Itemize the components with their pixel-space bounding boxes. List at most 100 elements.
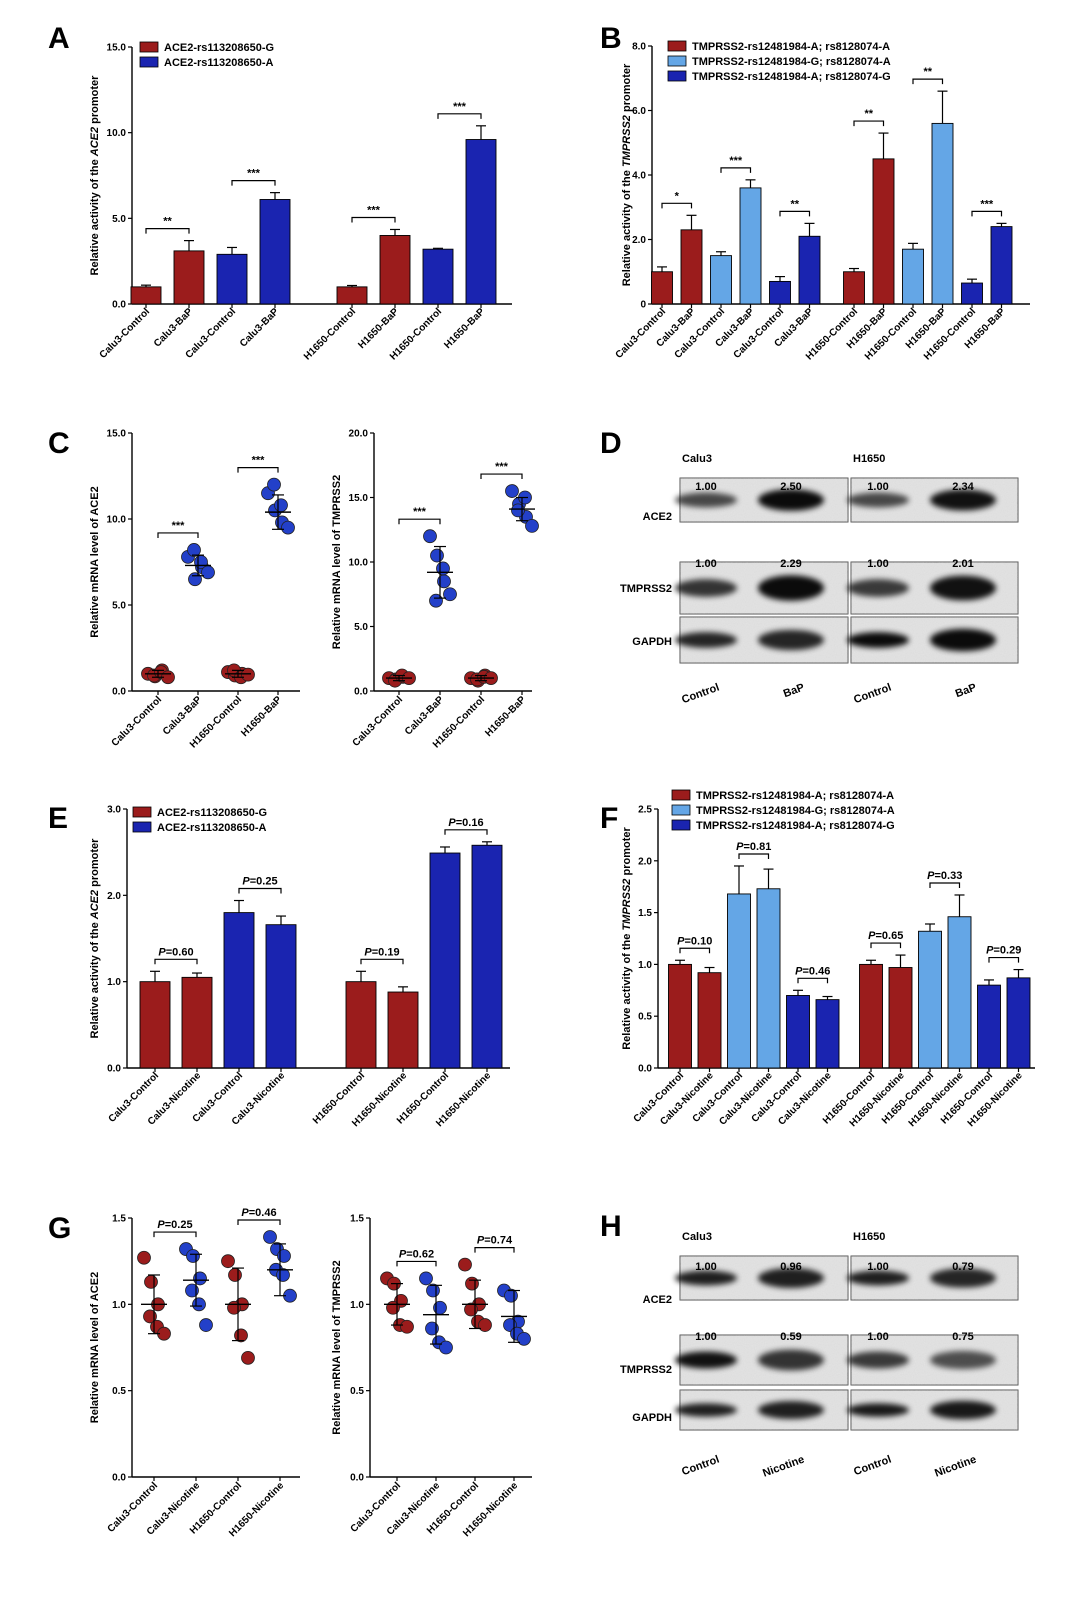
y-tick-label: 5.0 bbox=[112, 601, 126, 612]
x-category-label: Calu3-BaP bbox=[161, 694, 204, 737]
significance-bracket bbox=[157, 532, 199, 538]
y-tick-label: 0.0 bbox=[350, 1473, 364, 1484]
significance-bracket bbox=[360, 958, 404, 965]
chart-E: 0.0 1.0 2.0 3.0 Relative activity of the ACE… bbox=[89, 805, 510, 1129]
y-tick-label: 1.0 bbox=[112, 1300, 126, 1311]
bar bbox=[387, 991, 419, 1069]
bar bbox=[727, 893, 751, 1069]
significance-bracket bbox=[720, 167, 752, 173]
blot-quant-value: 1.00 bbox=[867, 1261, 888, 1273]
legend-entry: ACE2-rs113208650-A bbox=[164, 57, 274, 69]
blot-quant-value: 0.59 bbox=[780, 1331, 801, 1343]
bar bbox=[259, 199, 291, 305]
significance-bracket bbox=[679, 947, 711, 954]
significance-bracket bbox=[988, 956, 1020, 963]
significance-bracket bbox=[437, 113, 482, 119]
blot-quant-value: 1.00 bbox=[867, 558, 888, 570]
y-tick-label: 15.0 bbox=[107, 429, 127, 440]
y-axis-label: Relative mRNA level of ACE2 bbox=[89, 486, 101, 637]
y-tick-label: 0.5 bbox=[638, 1012, 652, 1023]
chart-A: 0.0 5.0 10.0 15.0 Relative activity of the A… bbox=[89, 41, 512, 362]
significance-bracket bbox=[912, 78, 944, 85]
bar bbox=[918, 930, 942, 1069]
y-tick-label: 15.0 bbox=[349, 493, 369, 504]
bar bbox=[336, 286, 368, 305]
x-category-label: H1650-Nicotine bbox=[966, 1070, 1025, 1129]
x-category-label: H1650-Control bbox=[939, 1070, 995, 1126]
significance-bracket bbox=[396, 1260, 437, 1267]
significance-bracket bbox=[153, 1231, 197, 1238]
y-tick-label: 0.0 bbox=[107, 1064, 121, 1075]
data-point bbox=[478, 1318, 492, 1332]
ylabel-gene: TMPRSS2 bbox=[621, 115, 633, 167]
bar bbox=[872, 158, 895, 305]
legend-entry: TMPRSS2-rs12481984-G; rs8128074-A bbox=[692, 56, 891, 68]
data-point bbox=[137, 1250, 151, 1265]
axes-G1: 0.0 0.5 1.0 1.5 Relative mRNA level of ACE2 bbox=[89, 1214, 300, 1484]
bar bbox=[345, 981, 377, 1069]
y-axis-label: Relative mRNA level of TMPRSS2 bbox=[331, 475, 343, 649]
data-point bbox=[241, 1350, 255, 1365]
panel-letter-D: D bbox=[600, 427, 622, 460]
data-point bbox=[144, 1274, 158, 1289]
data-point bbox=[425, 1321, 439, 1336]
blot-band bbox=[930, 489, 996, 511]
bar bbox=[139, 981, 171, 1069]
significance-label: P=0.33 bbox=[927, 870, 962, 882]
y-axis-label: Relative mRNA level of ACE2 bbox=[89, 1272, 101, 1423]
blot-row-label: TMPRSS2 bbox=[620, 583, 672, 595]
y-tick-label: 0.0 bbox=[638, 1064, 652, 1075]
blot-band bbox=[675, 1403, 737, 1417]
y-tick-label: 5.0 bbox=[112, 214, 126, 225]
y-tick-label: 8.0 bbox=[632, 42, 646, 53]
bar bbox=[739, 187, 762, 305]
bar bbox=[931, 122, 954, 305]
legend-entry: ACE2-rs113208650-A bbox=[157, 822, 267, 834]
blot-lane-label: BaP bbox=[782, 682, 806, 701]
y-tick-label: 2.0 bbox=[107, 891, 121, 902]
blot-row-label: TMPRSS2 bbox=[620, 1364, 672, 1376]
axes-E: 0.0 1.0 2.0 3.0 Relative activity of the ACE… bbox=[89, 805, 510, 1075]
bar bbox=[223, 912, 255, 1069]
axes-C2: 0.0 5.0 10.0 15.0 20.0 Relative mRNA level of… bbox=[331, 429, 532, 698]
blot-group-label: Calu3 bbox=[682, 1231, 712, 1243]
blot-band bbox=[675, 492, 737, 508]
y-tick-label: 20.0 bbox=[349, 429, 369, 440]
blot-row-label: GAPDH bbox=[632, 636, 672, 648]
bar bbox=[680, 229, 703, 305]
legend-swatch bbox=[132, 821, 152, 833]
y-tick-label: 0.0 bbox=[354, 687, 368, 698]
y-tick-label: 0.0 bbox=[112, 1473, 126, 1484]
significance-label: P=0.10 bbox=[677, 935, 712, 947]
blot-row-label: ACE2 bbox=[643, 511, 672, 523]
x-category-label: H1650-Control bbox=[863, 306, 919, 362]
significance-label: *** bbox=[252, 455, 266, 467]
data-point bbox=[143, 1309, 157, 1324]
blot-band bbox=[758, 575, 824, 601]
significance-label: P=0.46 bbox=[795, 965, 830, 977]
legend-entry: TMPRSS2-rs12481984-A; rs8128074-A bbox=[696, 790, 894, 802]
significance-label: *** bbox=[453, 101, 467, 113]
legend-swatch bbox=[671, 819, 691, 831]
significance-label: P=0.46 bbox=[241, 1207, 276, 1219]
x-category-label: Calu3-BaP bbox=[238, 306, 281, 349]
x-category-label: Calu3-Control bbox=[110, 694, 165, 749]
y-tick-label: 2.0 bbox=[632, 235, 646, 246]
data-point bbox=[188, 572, 202, 587]
blot-quant-value: 2.34 bbox=[952, 481, 974, 493]
blot-group-label: H1650 bbox=[853, 453, 885, 465]
y-axis-label: Relative activity of the ACE2 promoter bbox=[89, 838, 101, 1039]
blot-lane-label: Control bbox=[852, 1454, 893, 1479]
data-point bbox=[263, 1230, 277, 1244]
blot-lane-label: BaP bbox=[954, 682, 978, 701]
blot-quant-value: 2.01 bbox=[952, 558, 973, 570]
blot-quant-value: 1.00 bbox=[695, 1261, 716, 1273]
significance-label: P=0.16 bbox=[448, 817, 483, 829]
y-tick-label: 1.0 bbox=[638, 960, 652, 971]
blot-quant-value: 0.96 bbox=[780, 1261, 801, 1273]
legend-swatch bbox=[667, 40, 687, 52]
data-point bbox=[228, 1268, 242, 1282]
bar bbox=[173, 250, 205, 305]
bar bbox=[859, 963, 883, 1069]
ylabel-pre: Relative activity of the bbox=[621, 931, 633, 1050]
